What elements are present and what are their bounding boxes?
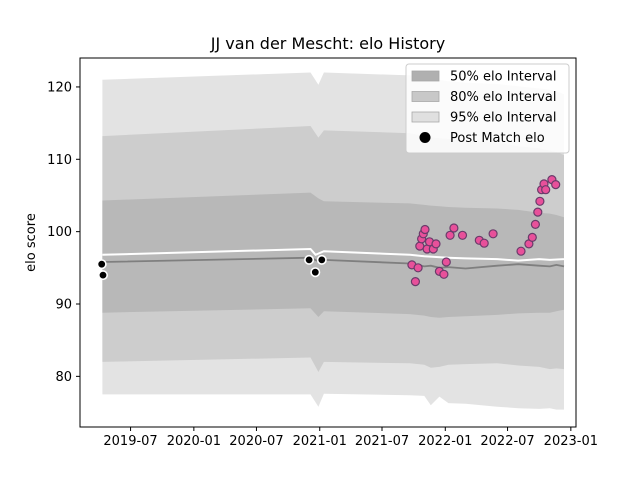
data-point — [305, 256, 313, 264]
y-tick-label: 100 — [47, 225, 72, 240]
y-tick-label: 80 — [55, 370, 72, 385]
x-tick-label: 2021-01 — [293, 434, 347, 449]
data-point — [552, 181, 560, 189]
x-tick-label: 2020-07 — [229, 434, 283, 449]
data-point — [446, 231, 454, 239]
data-point — [442, 258, 450, 266]
data-point — [414, 264, 422, 272]
data-point — [318, 256, 326, 264]
data-point — [531, 220, 539, 228]
data-point — [450, 224, 458, 232]
y-tick-label: 90 — [55, 298, 72, 313]
data-point — [480, 239, 488, 247]
x-tick-label: 2022-07 — [480, 434, 534, 449]
data-point — [489, 230, 497, 238]
x-tick-label: 2019-07 — [103, 434, 157, 449]
legend-label: Post Match elo — [450, 131, 545, 146]
data-point — [98, 260, 106, 268]
y-axis-label: elo score — [24, 213, 39, 272]
data-point — [528, 233, 536, 241]
data-point — [99, 271, 107, 279]
y-tick-label: 120 — [47, 80, 72, 95]
legend-label: 95% elo Interval — [450, 111, 557, 126]
legend-swatch — [412, 92, 439, 102]
legend-swatch — [412, 71, 439, 81]
data-point — [311, 268, 319, 276]
legend-label: 80% elo Interval — [450, 90, 557, 105]
data-point — [432, 240, 440, 248]
legend: 50% elo Interval 80% elo Interval 95% elo … — [406, 64, 569, 153]
data-point — [517, 247, 525, 255]
y-tick-label: 110 — [47, 153, 72, 168]
chart-title: JJ van der Mescht: elo History — [210, 34, 445, 53]
x-tick-label: 2023-01 — [544, 434, 598, 449]
x-tick-label: 2020-01 — [167, 434, 221, 449]
data-point — [536, 197, 544, 205]
data-point — [440, 270, 448, 278]
legend-marker — [420, 132, 431, 143]
legend-swatch — [412, 112, 439, 122]
legend-label: 50% elo Interval — [450, 70, 557, 85]
data-point — [534, 208, 542, 216]
x-axis: 2019-07 2020-01 2020-07 2021-01 2021-07 2022-… — [103, 427, 598, 449]
x-tick-label: 2022-01 — [418, 434, 472, 449]
data-point — [459, 231, 467, 239]
data-point — [411, 278, 419, 286]
data-point — [542, 186, 550, 194]
band-50 — [102, 193, 564, 318]
y-axis: 80 90 100 110 120 — [47, 80, 80, 384]
data-point — [421, 226, 429, 234]
x-tick-label: 2021-07 — [355, 434, 409, 449]
